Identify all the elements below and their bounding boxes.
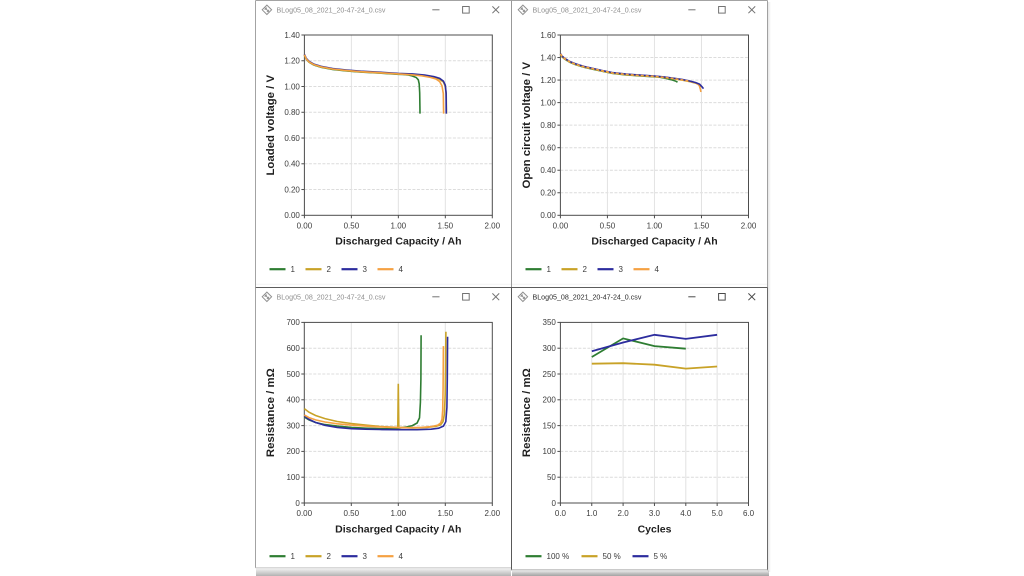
svg-text:0.50: 0.50 [344,509,360,518]
svg-text:Discharged Capacity / Ah: Discharged Capacity / Ah [591,236,717,248]
svg-text:Cycles: Cycles [638,523,672,535]
svg-text:BLog05_08_2021_20-47-24_0.csv: BLog05_08_2021_20-47-24_0.csv [277,293,386,301]
svg-text:1.20: 1.20 [540,76,556,85]
svg-text:1.60: 1.60 [540,31,556,40]
svg-text:1.20: 1.20 [284,57,300,66]
svg-text:4: 4 [399,265,404,274]
svg-text:1.00: 1.00 [391,509,407,518]
svg-text:1.40: 1.40 [284,31,300,40]
svg-text:3.0: 3.0 [649,509,661,518]
svg-text:0: 0 [295,499,300,508]
svg-text:1.00: 1.00 [647,222,663,231]
svg-text:4.0: 4.0 [680,509,692,518]
svg-text:Discharged Capacity / Ah: Discharged Capacity / Ah [335,523,461,535]
svg-text:300: 300 [286,421,300,430]
svg-text:1.00: 1.00 [540,98,556,107]
svg-text:2.00: 2.00 [741,222,757,231]
svg-text:1: 1 [547,265,552,274]
svg-text:0.00: 0.00 [297,222,313,231]
svg-text:150: 150 [543,421,557,430]
svg-text:100 %: 100 % [547,552,570,561]
svg-text:3: 3 [363,552,368,561]
svg-text:0.00: 0.00 [297,509,313,518]
svg-text:1.50: 1.50 [694,222,710,231]
svg-text:BLog05_08_2021_20-47-24_0.csv: BLog05_08_2021_20-47-24_0.csv [533,293,642,301]
svg-text:6.0: 6.0 [743,509,755,518]
svg-text:250: 250 [543,370,557,379]
svg-text:4: 4 [399,552,404,561]
svg-text:Resistance / mΩ: Resistance / mΩ [265,368,277,457]
svg-text:2: 2 [327,265,332,274]
svg-text:0.50: 0.50 [600,222,616,231]
svg-text:0.00: 0.00 [553,222,569,231]
svg-text:50 %: 50 % [603,552,621,561]
svg-text:700: 700 [286,318,300,327]
svg-text:2.00: 2.00 [485,509,501,518]
svg-text:Open circuit voltage / V: Open circuit voltage / V [521,62,533,189]
svg-text:2.0: 2.0 [618,509,630,518]
svg-text:0.80: 0.80 [540,121,556,130]
svg-text:200: 200 [543,396,557,405]
svg-text:1.00: 1.00 [284,82,300,91]
svg-text:0.50: 0.50 [344,222,360,231]
svg-text:0.00: 0.00 [540,211,556,220]
svg-text:1.0: 1.0 [586,509,598,518]
svg-text:0.40: 0.40 [540,166,556,175]
svg-text:1.00: 1.00 [391,222,407,231]
svg-text:BLog05_08_2021_20-47-24_0.csv: BLog05_08_2021_20-47-24_0.csv [277,6,386,14]
svg-text:0.40: 0.40 [284,160,300,169]
svg-text:BLog05_08_2021_20-47-24_0.csv: BLog05_08_2021_20-47-24_0.csv [533,6,642,14]
svg-text:4: 4 [655,265,660,274]
svg-text:600: 600 [286,344,300,353]
svg-text:3: 3 [619,265,624,274]
svg-text:1.50: 1.50 [438,222,454,231]
svg-text:1.50: 1.50 [438,509,454,518]
svg-text:0.00: 0.00 [284,211,300,220]
svg-text:1: 1 [291,552,296,561]
svg-text:300: 300 [543,344,557,353]
svg-text:2: 2 [327,552,332,561]
svg-text:500: 500 [286,370,300,379]
svg-text:50: 50 [547,473,556,482]
svg-text:Discharged Capacity / Ah: Discharged Capacity / Ah [335,236,461,248]
svg-text:3: 3 [363,265,368,274]
svg-text:0.20: 0.20 [540,189,556,198]
svg-text:100: 100 [543,447,557,456]
svg-text:1.40: 1.40 [540,53,556,62]
svg-text:2: 2 [583,265,588,274]
svg-text:350: 350 [543,318,557,327]
svg-text:400: 400 [286,396,300,405]
svg-text:0.0: 0.0 [555,509,567,518]
svg-text:0.20: 0.20 [284,185,300,194]
svg-text:200: 200 [286,447,300,456]
svg-text:5 %: 5 % [654,552,668,561]
svg-text:5.0: 5.0 [712,509,724,518]
svg-text:0.60: 0.60 [540,143,556,152]
svg-text:1: 1 [291,265,296,274]
svg-text:Resistance / mΩ: Resistance / mΩ [521,368,533,457]
svg-text:Loaded voltage / V: Loaded voltage / V [265,74,277,175]
svg-text:2.00: 2.00 [485,222,501,231]
svg-text:0.80: 0.80 [284,108,300,117]
svg-text:100: 100 [286,473,300,482]
svg-text:0.60: 0.60 [284,134,300,143]
svg-text:0: 0 [551,499,556,508]
